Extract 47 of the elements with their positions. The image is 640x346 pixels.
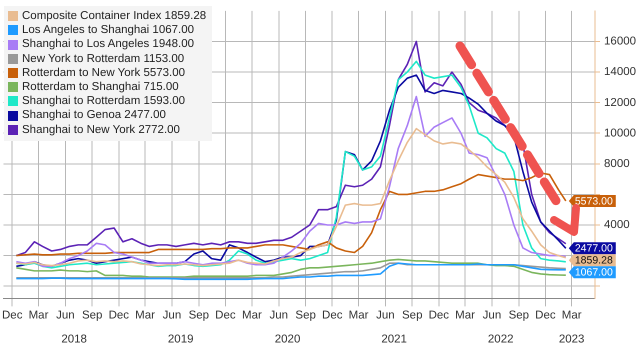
x2-tick-label: 2023 xyxy=(558,333,584,346)
x-tick-label: Mar xyxy=(28,309,49,322)
x2-tick-label: 2018 xyxy=(61,333,87,346)
x-tick-label: Sep xyxy=(188,309,210,322)
x-tick-label: Dec xyxy=(322,309,343,322)
x-tick-label: Sep xyxy=(295,309,316,322)
legend-label: Rotterdam to New York 5573.00 xyxy=(22,66,186,80)
legend-label: Composite Container Index 1859.28 xyxy=(22,9,206,24)
x-tick-label: Dec xyxy=(535,309,556,322)
y-tick-label: 10000 xyxy=(604,127,636,140)
x-tick-label: Jun xyxy=(270,309,288,322)
legend-label: Rotterdam to Shanghai 715.00 xyxy=(22,80,179,94)
x2-tick-label: 2021 xyxy=(381,333,407,346)
x-tick-label: Dec xyxy=(108,309,130,322)
x-tick-label: Sep xyxy=(82,309,102,322)
legend-label: Shanghai to Los Angeles 1948.00 xyxy=(22,37,194,52)
legend-label: Los Angeles to Shanghai 1067.00 xyxy=(22,23,194,38)
legend-label: Shanghai to Rotterdam 1593.00 xyxy=(22,94,186,108)
x-tick-label: Jun xyxy=(482,309,502,322)
x-tick-label: Mar xyxy=(562,309,582,322)
data-label: 1067.00 xyxy=(574,266,613,279)
x-tick-label: Sep xyxy=(508,309,530,322)
x-tick-label: Jun xyxy=(162,309,182,322)
y-tick-label: 8000 xyxy=(604,158,630,170)
y-tick-label: 12000 xyxy=(604,96,636,109)
legend-label: New York to Rotterdam 1153.00 xyxy=(22,52,184,66)
data-label: 1859.28 xyxy=(574,254,613,267)
y-tick-label: 4000 xyxy=(604,219,630,232)
data-label: 5573.00 xyxy=(574,195,613,208)
y-tick-label: 16000 xyxy=(604,36,636,48)
y-tick-label: 14000 xyxy=(604,66,636,78)
legend-label: Shanghai to New York 2772.00 xyxy=(22,122,180,137)
x-tick-label: Mar xyxy=(135,309,156,322)
x-tick-label: Dec xyxy=(428,309,450,322)
legend-label: Shanghai to Genoa 2477.00 xyxy=(22,108,166,123)
x2-tick-label: 2020 xyxy=(274,333,300,346)
x-tick-label: Jun xyxy=(376,309,395,322)
x-tick-label: Jun xyxy=(56,309,75,322)
x2-tick-label: 2019 xyxy=(168,333,194,346)
x-tick-label: Dec xyxy=(215,309,236,322)
x2-tick-label: 2022 xyxy=(488,333,514,346)
data-label: 2477.00 xyxy=(574,242,613,255)
x-tick-label: Mar xyxy=(348,309,369,322)
x-tick-label: Mar xyxy=(242,309,262,322)
x-tick-label: Mar xyxy=(455,309,476,322)
x-tick-label: Dec xyxy=(2,309,23,322)
x-tick-label: Sep xyxy=(402,309,422,322)
